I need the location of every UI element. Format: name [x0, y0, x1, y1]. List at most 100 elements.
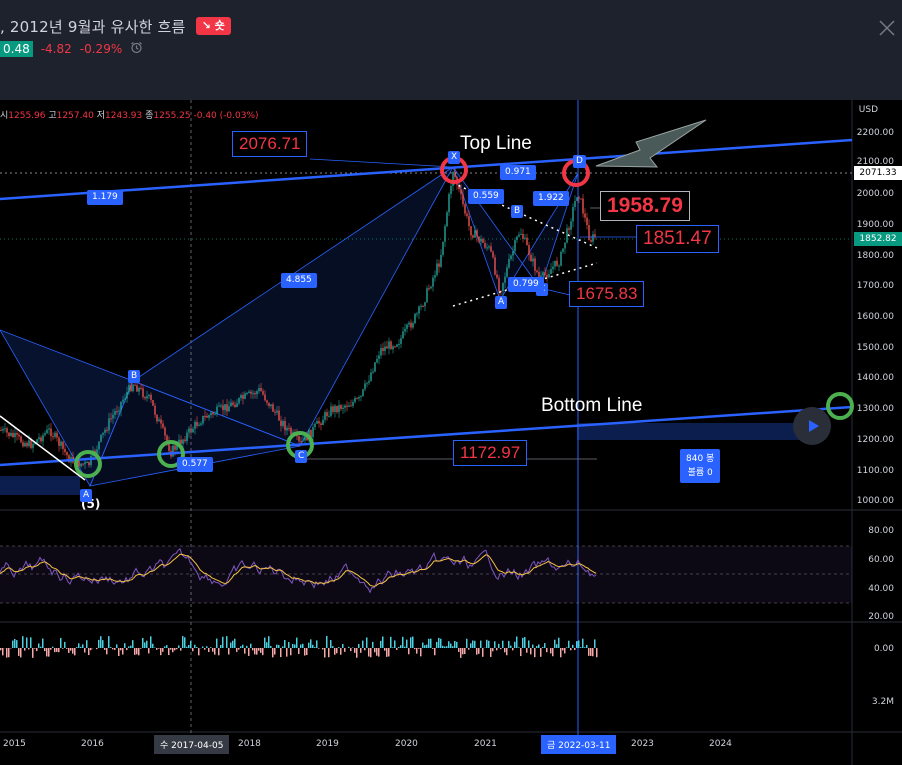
oscillator-bar — [470, 643, 472, 648]
oscillator-bar — [396, 648, 398, 650]
candle-body — [270, 404, 272, 407]
rsi-tick: 20.00 — [868, 612, 894, 622]
open-value: 1255.96 — [8, 111, 46, 121]
price-note-2076[interactable]: 2076.71 — [232, 131, 308, 157]
candle-body — [494, 257, 496, 275]
oscillator-bar — [342, 643, 344, 648]
candle-body — [326, 412, 328, 417]
candle-body — [42, 435, 44, 442]
oscillator-bar — [472, 640, 474, 648]
price-note-1675[interactable]: 1675.83 — [569, 281, 645, 307]
candle-body — [220, 405, 222, 407]
candle-body — [66, 452, 68, 456]
price-note-1851[interactable]: 1851.47 — [636, 225, 719, 253]
oscillator-bar — [30, 637, 32, 648]
alarm-clock-icon[interactable] — [130, 41, 143, 57]
candle-body — [338, 405, 340, 413]
oscillator-bar — [272, 648, 274, 658]
oscillator-bar — [242, 644, 244, 648]
oscillator-bar — [580, 647, 582, 648]
oscillator-bar — [122, 648, 124, 655]
oscillator-bar — [286, 648, 288, 657]
candle-body — [124, 398, 126, 400]
oscillator-bar — [370, 648, 372, 658]
candle-body — [536, 270, 538, 273]
close-icon[interactable] — [877, 18, 897, 38]
play-icon[interactable] — [793, 407, 831, 445]
candle-body — [266, 400, 268, 403]
candle-body — [180, 439, 182, 444]
oscillator-bar — [592, 648, 594, 657]
oscillator-bar — [16, 640, 18, 648]
oscillator-bar — [594, 639, 596, 648]
candle-body — [236, 403, 238, 407]
candle-body — [506, 267, 508, 277]
candle-body — [438, 263, 440, 267]
oscillator-bar — [302, 643, 304, 648]
candle-body — [162, 423, 164, 428]
candle-body — [138, 387, 140, 392]
price-note-1172[interactable]: 1172.97 — [453, 440, 528, 466]
point-d-label: D — [573, 155, 586, 168]
price-note-1958[interactable]: 1958.79 — [600, 191, 690, 221]
oscillator-bar — [222, 636, 224, 648]
oscillator-bar — [334, 648, 336, 655]
candle-body — [250, 391, 252, 394]
candle-body — [380, 348, 382, 356]
oscillator-bar — [156, 648, 158, 650]
candle-body — [556, 260, 558, 266]
rsi-tick: 40.00 — [868, 584, 894, 594]
price-row: 0.48 -4.82 -0.29% — [0, 40, 143, 58]
oscillator-bar — [356, 648, 358, 658]
oscillator-bar — [374, 648, 376, 653]
oscillator-bar — [436, 641, 438, 648]
oscillator-bar — [530, 648, 532, 655]
oscillator-bar — [202, 646, 204, 648]
candle-body — [522, 233, 524, 239]
oscillator-bar — [416, 648, 418, 654]
oscillator-bar — [426, 644, 428, 648]
chart-canvas[interactable] — [0, 100, 902, 765]
oscillator-bar — [550, 648, 552, 654]
candle-body — [564, 242, 566, 249]
candle-body — [590, 240, 592, 242]
candle-body — [552, 266, 554, 270]
oscillator-bar — [132, 640, 134, 648]
price-tag-top: 2071.33 — [854, 166, 902, 180]
oscillator-bar — [88, 648, 90, 655]
high-label: 고 — [48, 111, 57, 121]
ratio-label: 0.971 — [500, 165, 536, 180]
oscillator-bar — [258, 648, 260, 651]
candle-body — [198, 424, 200, 426]
oscillator-bar — [350, 648, 352, 652]
oscillator-bar — [466, 638, 468, 648]
year-tick: 2024 — [709, 739, 732, 749]
candle-body — [58, 437, 60, 446]
oscillator-bar — [596, 648, 598, 658]
point-a2-label: A — [495, 296, 508, 309]
candle-body — [406, 324, 408, 329]
candle-body — [134, 384, 136, 386]
candle-body — [212, 412, 214, 415]
candle-body — [374, 362, 376, 372]
oscillator-bar — [518, 647, 520, 648]
oscillator-bar — [338, 647, 340, 648]
oscillator-bar — [434, 648, 436, 656]
oscillator-bar — [58, 648, 60, 653]
oscillator-bar — [240, 646, 242, 648]
oscillator-bar — [308, 642, 310, 648]
candle-body — [370, 372, 372, 381]
oscillator-bar — [446, 646, 448, 648]
candle-body — [22, 442, 24, 447]
oscillator-bar — [314, 647, 316, 648]
candle-body — [252, 393, 254, 395]
candle-body — [152, 399, 154, 406]
oscillator-bar — [568, 640, 570, 648]
oscillator-bar — [418, 648, 420, 649]
oscillator-bar — [280, 648, 282, 658]
oscillator-bar — [262, 648, 264, 656]
oscillator-bar — [292, 644, 294, 648]
candle-body — [60, 441, 62, 446]
candle-body — [578, 197, 580, 199]
oscillator-bar — [410, 637, 412, 648]
